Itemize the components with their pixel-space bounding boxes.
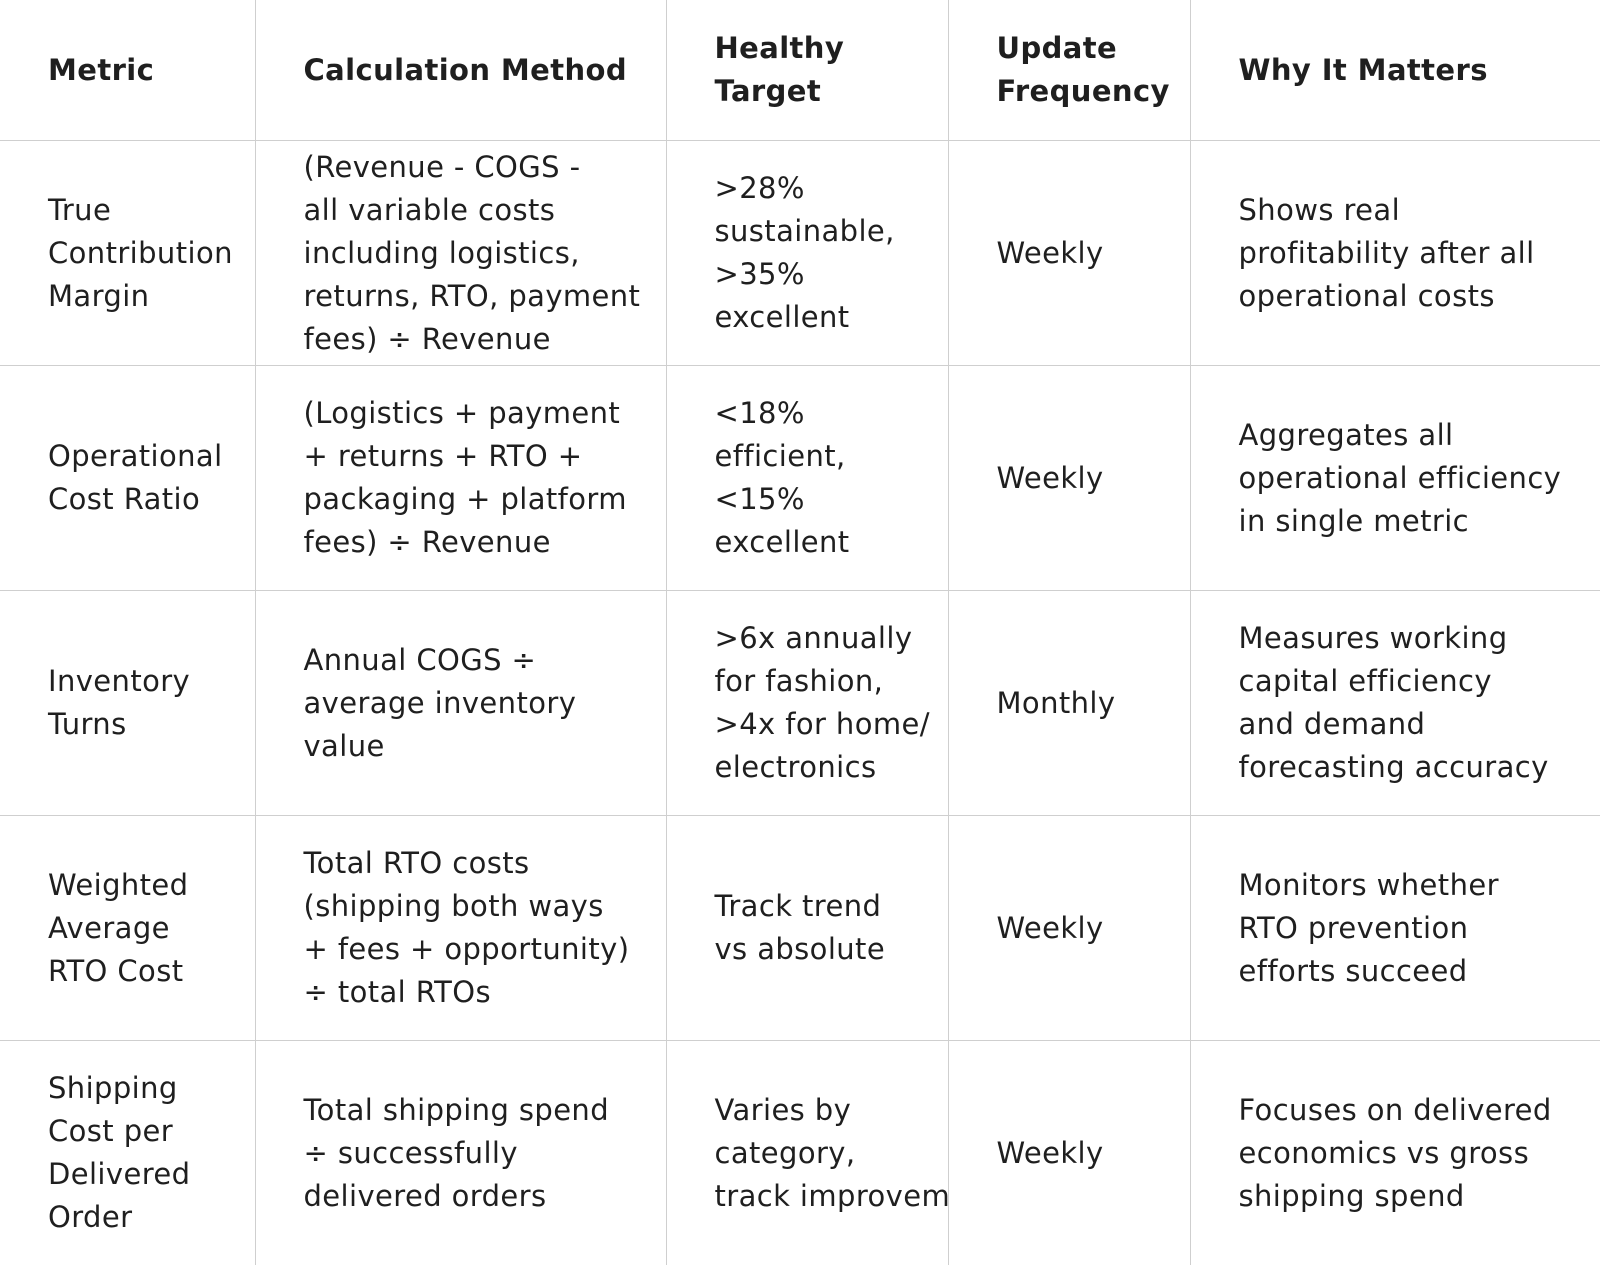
- table-row: Inventory Turns Annual COGS ÷ average in…: [0, 590, 1600, 816]
- cell-calculation: (Logistics + payment + returns + RTO + p…: [254, 365, 667, 591]
- header-update-frequency: Update Frequency: [947, 0, 1191, 141]
- cell-frequency: Weekly: [947, 1040, 1191, 1265]
- cell-metric: Shipping Cost per Delivered Order: [0, 1040, 256, 1265]
- cell-target: Track trend vs absolute: [665, 815, 949, 1041]
- cell-why: Measures working capital efficiency and …: [1189, 590, 1600, 816]
- cell-why: Shows real profitability after all opera…: [1189, 140, 1600, 366]
- cell-why: Monitors whether RTO prevention efforts …: [1189, 815, 1600, 1041]
- cell-target: <18% efficient, <15% excellent: [665, 365, 949, 591]
- cell-target: Varies by category, track improvem: [665, 1040, 949, 1265]
- cell-target: >6x annually for fashion, >4x for home/ …: [665, 590, 949, 816]
- table-row: Shipping Cost per Delivered Order Total …: [0, 1040, 1600, 1265]
- cell-metric: True Contribution Margin: [0, 140, 256, 366]
- header-why-it-matters: Why It Matters: [1189, 0, 1600, 141]
- table-header-row: Metric Calculation Method Healthy Target…: [0, 0, 1600, 141]
- cell-why: Focuses on delivered economics vs gross …: [1189, 1040, 1600, 1265]
- header-metric: Metric: [0, 0, 256, 141]
- cell-calculation: Total RTO costs (shipping both ways + fe…: [254, 815, 667, 1041]
- cell-calculation: (Revenue - COGS - all variable costs inc…: [254, 140, 667, 366]
- cell-metric: Inventory Turns: [0, 590, 256, 816]
- table-row: Weighted Average RTO Cost Total RTO cost…: [0, 815, 1600, 1041]
- cell-metric: Operational Cost Ratio: [0, 365, 256, 591]
- cell-why: Aggregates all operational efficiency in…: [1189, 365, 1600, 591]
- cell-calculation: Annual COGS ÷ average inventory value: [254, 590, 667, 816]
- cell-frequency: Weekly: [947, 140, 1191, 366]
- header-calculation-method: Calculation Method: [254, 0, 667, 141]
- cell-target: >28% sustainable, >35% excellent: [665, 140, 949, 366]
- cell-metric: Weighted Average RTO Cost: [0, 815, 256, 1041]
- table-row: True Contribution Margin (Revenue - COGS…: [0, 140, 1600, 366]
- cell-frequency: Weekly: [947, 365, 1191, 591]
- table-row: Operational Cost Ratio (Logistics + paym…: [0, 365, 1600, 591]
- cell-frequency: Monthly: [947, 590, 1191, 816]
- header-healthy-target: Healthy Target: [665, 0, 949, 141]
- cell-frequency: Weekly: [947, 815, 1191, 1041]
- cell-calculation: Total shipping spend ÷ successfully deli…: [254, 1040, 667, 1265]
